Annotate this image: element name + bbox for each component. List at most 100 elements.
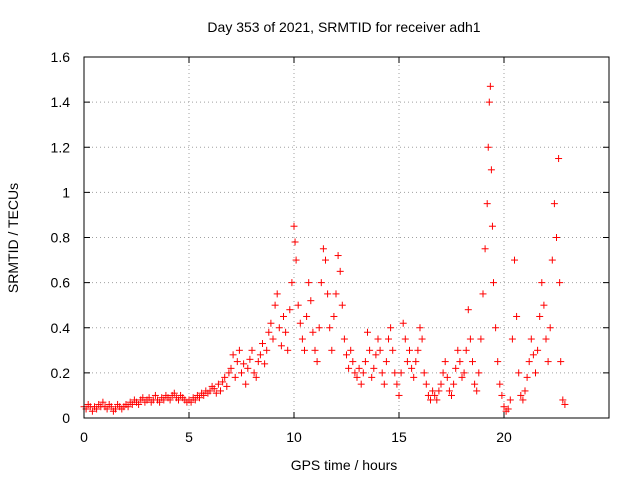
- data-point: [485, 98, 493, 106]
- data-point: [254, 358, 262, 366]
- data-point: [471, 380, 479, 388]
- data-point: [313, 358, 321, 366]
- data-point: [408, 364, 416, 372]
- data-point: [286, 306, 294, 314]
- data-point: [250, 369, 258, 377]
- data-point: [523, 373, 531, 381]
- data-point: [452, 364, 460, 372]
- data-point: [307, 297, 315, 305]
- data-point: [217, 387, 224, 395]
- data-point: [338, 301, 346, 309]
- data-point: [225, 369, 233, 377]
- data-point: [443, 373, 451, 381]
- y-tick-label: 1.6: [51, 49, 71, 65]
- data-point: [252, 373, 260, 381]
- data-point: [229, 351, 237, 359]
- data-point: [315, 324, 323, 332]
- data-point: [238, 369, 245, 377]
- data-point: [439, 369, 447, 377]
- data-point: [416, 324, 424, 332]
- data-point: [298, 335, 306, 343]
- data-point: [326, 324, 334, 332]
- data-point: [484, 143, 492, 151]
- data-point: [328, 346, 336, 354]
- data-point: [139, 394, 147, 402]
- data-point: [214, 380, 222, 388]
- data-point: [361, 358, 369, 366]
- data-point: [292, 256, 300, 264]
- data-point: [273, 290, 281, 298]
- y-tick-label: 1.2: [51, 139, 71, 155]
- data-point: [359, 369, 367, 377]
- data-point: [271, 301, 279, 309]
- data-point: [370, 364, 378, 372]
- data-point: [332, 290, 340, 298]
- data-point: [210, 385, 218, 393]
- data-point: [555, 155, 563, 163]
- data-point: [534, 346, 542, 354]
- data-point: [261, 360, 269, 368]
- data-point: [422, 380, 430, 388]
- data-point: [93, 405, 101, 413]
- data-point: [191, 396, 199, 404]
- data-point: [469, 358, 476, 366]
- data-point: [536, 312, 544, 320]
- data-point: [135, 400, 143, 408]
- data-point: [515, 369, 523, 377]
- data-point: [550, 200, 558, 208]
- data-point: [345, 364, 353, 372]
- data-point: [395, 391, 403, 399]
- data-point: [301, 346, 308, 354]
- data-point: [410, 373, 418, 381]
- data-point: [317, 279, 325, 287]
- data-point: [378, 369, 386, 377]
- data-point: [322, 256, 329, 264]
- data-point: [265, 328, 273, 336]
- y-tick-label: 1.4: [51, 94, 71, 110]
- data-point: [340, 335, 348, 343]
- data-point: [336, 267, 344, 275]
- y-tick-label: 0.4: [51, 320, 71, 336]
- data-point: [557, 358, 565, 366]
- data-point: [223, 382, 231, 390]
- y-tick-label: 0.2: [51, 365, 71, 381]
- data-point: [492, 324, 500, 332]
- data-point: [437, 380, 445, 388]
- data-point: [290, 222, 298, 230]
- data-point: [490, 279, 497, 287]
- x-tick-label: 5: [185, 429, 193, 445]
- data-point: [517, 391, 525, 399]
- data-point: [206, 387, 214, 395]
- data-point: [288, 279, 296, 287]
- data-point: [529, 351, 537, 359]
- data-point: [406, 346, 413, 354]
- data-point: [382, 358, 390, 366]
- data-point: [156, 398, 164, 406]
- data-point: [445, 387, 453, 395]
- data-point: [355, 364, 363, 372]
- data-point: [240, 360, 248, 368]
- data-point: [519, 396, 527, 404]
- data-point: [538, 279, 546, 287]
- data-point: [212, 389, 220, 397]
- data-point: [458, 373, 466, 381]
- data-point: [170, 389, 178, 397]
- data-point: [561, 400, 569, 408]
- data-point: [99, 398, 107, 406]
- data-points: [80, 82, 569, 415]
- data-point: [303, 312, 311, 320]
- y-tick-label: 0.8: [51, 230, 71, 246]
- data-point: [403, 358, 411, 366]
- data-point: [397, 369, 405, 377]
- data-point: [487, 166, 495, 174]
- data-point: [235, 346, 243, 354]
- data-point: [391, 369, 399, 377]
- data-point: [433, 396, 441, 404]
- data-point: [200, 391, 208, 399]
- data-point: [291, 238, 299, 246]
- data-point: [506, 396, 514, 404]
- data-point: [244, 364, 252, 372]
- data-point: [175, 396, 182, 404]
- data-point: [460, 369, 468, 377]
- data-point: [475, 369, 483, 377]
